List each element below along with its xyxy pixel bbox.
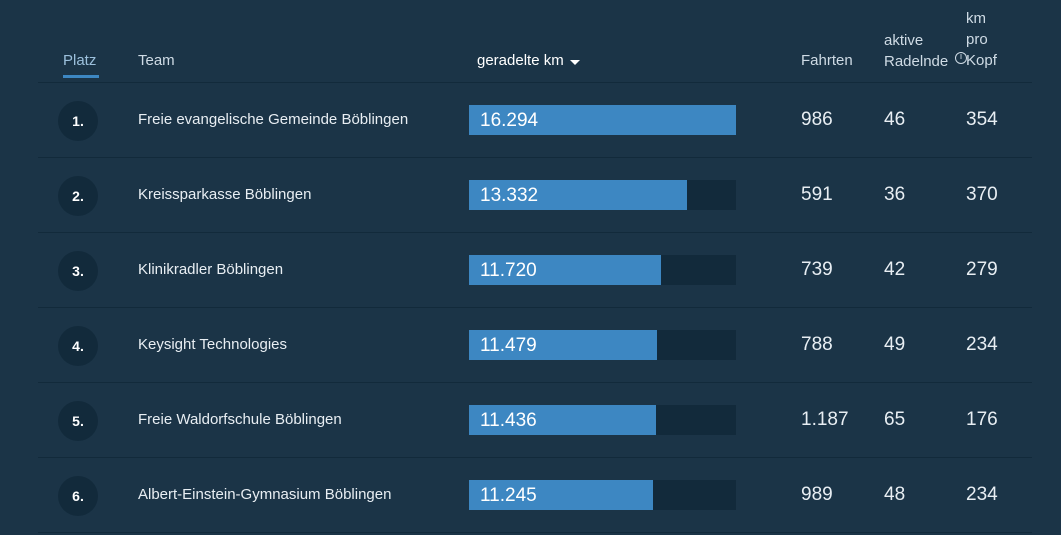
row-divider [38,457,1032,458]
km-bar-track: 11.436 [469,405,736,435]
km-value: 11.479 [480,335,537,356]
column-header-aktive-line2: Radelnde [884,53,949,70]
aktive-radelnde-value: 36 [884,184,906,205]
sort-descending-icon [569,59,580,65]
fahrten-value: 788 [801,334,833,355]
table-row[interactable]: 1. Freie evangelische Gemeinde Böblingen… [38,83,1032,158]
column-header-aktive-radelnde[interactable]: aktive Radelnde [884,30,964,72]
row-divider [38,382,1032,383]
km-pro-kopf-value: 234 [966,334,998,355]
km-pro-kopf-value: 176 [966,409,998,430]
rank-badge: 5. [58,401,98,441]
column-header-km-label: geradelte km [477,52,564,69]
km-bar-fill [469,255,661,285]
km-bar-fill [469,180,687,210]
team-name[interactable]: Keysight Technologies [138,336,287,353]
km-bar-track: 11.245 [469,480,736,510]
column-header-km[interactable]: geradelte km [477,52,580,69]
table-row[interactable]: 6. Albert-Einstein-Gymnasium Böblingen 1… [38,458,1032,533]
fahrten-value: 986 [801,109,833,130]
km-bar-fill [469,480,653,510]
aktive-radelnde-value: 48 [884,484,906,505]
active-sort-indicator [63,75,99,78]
km-bar-fill [469,330,657,360]
team-name[interactable]: Kreissparkasse Böblingen [138,186,312,203]
table-header: Platz Team geradelte km Fahrten aktive R… [0,0,1061,83]
km-pro-kopf-value: 279 [966,259,998,280]
column-header-team[interactable]: Team [138,52,175,69]
table-row[interactable]: 2. Kreissparkasse Böblingen 13.332 591 3… [38,158,1032,233]
table-row[interactable]: 3. Klinikradler Böblingen 11.720 739 42 … [38,233,1032,308]
column-header-kmpro-line2: pro [966,31,988,48]
column-header-fahrten[interactable]: Fahrten [801,52,853,69]
column-header-kmpro-line1: km [966,10,986,27]
rank-badge: 3. [58,251,98,291]
row-divider [38,157,1032,158]
km-value: 11.720 [480,260,537,281]
row-divider [38,307,1032,308]
aktive-radelnde-value: 46 [884,109,906,130]
team-name[interactable]: Klinikradler Böblingen [138,261,284,278]
km-value: 16.294 [480,110,539,131]
km-pro-kopf-value: 234 [966,484,998,505]
row-divider [38,232,1032,233]
row-divider [38,532,1032,533]
km-bar-track: 13.332 [469,180,736,210]
info-icon[interactable]: i [955,52,967,64]
km-pro-kopf-value: 354 [966,109,998,130]
column-header-platz[interactable]: Platz [63,52,97,69]
table-row[interactable]: 4. Keysight Technologies 11.479 788 49 2… [38,308,1032,383]
fahrten-value: 989 [801,484,833,505]
rank-badge: 6. [58,476,98,516]
rank-badge: 2. [58,176,98,216]
km-bar-track: 16.294 [469,105,736,135]
column-header-km-pro-kopf[interactable]: km pro Kopf [966,8,1026,71]
km-bar-track: 11.479 [469,330,736,360]
fahrten-value: 739 [801,259,833,280]
column-header-kmpro-line3: Kopf [966,52,997,69]
km-bar-fill [469,105,736,135]
km-value: 11.436 [480,410,537,431]
header-divider [38,82,1032,83]
team-name[interactable]: Albert-Einstein-Gymnasium Böblingen [138,486,392,503]
team-name[interactable]: Freie evangelische Gemeinde Böblingen [138,111,409,128]
rank-badge: 4. [58,326,98,366]
aktive-radelnde-value: 42 [884,259,906,280]
fahrten-value: 591 [801,184,833,205]
table-row[interactable]: 5. Freie Waldorfschule Böblingen 11.436 … [38,383,1032,458]
column-header-aktive-line1: aktive [884,32,924,49]
km-bar-track: 11.720 [469,255,736,285]
aktive-radelnde-value: 49 [884,334,906,355]
team-name[interactable]: Freie Waldorfschule Böblingen [138,411,342,428]
fahrten-value: 1.187 [801,409,849,430]
km-pro-kopf-value: 370 [966,184,998,205]
aktive-radelnde-value: 65 [884,409,906,430]
km-value: 11.245 [480,485,537,506]
km-bar-fill [469,405,656,435]
rank-badge: 1. [58,101,98,141]
km-value: 13.332 [480,185,539,206]
